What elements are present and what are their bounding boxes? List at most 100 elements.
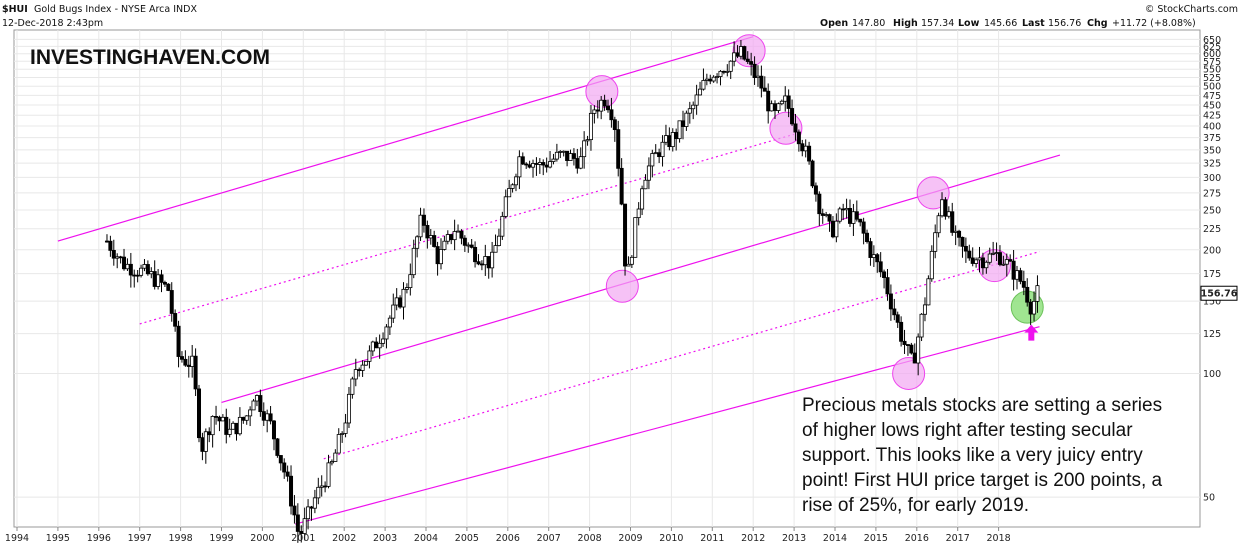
candle-body <box>1028 301 1033 315</box>
x-tick-label: 1995 <box>46 533 70 544</box>
candle-body <box>374 341 379 349</box>
candle-body <box>438 249 443 265</box>
candle-body <box>302 518 307 534</box>
y-tick-label: 250 <box>1203 205 1221 216</box>
candle-body <box>135 274 140 277</box>
candle-body <box>510 184 515 189</box>
candle-body <box>851 211 856 224</box>
candle-body <box>203 431 208 452</box>
candle-body <box>568 153 573 161</box>
y-tick-label: 600 <box>1203 49 1221 60</box>
candle-body <box>847 207 852 224</box>
candle-body <box>1021 280 1026 288</box>
candle-body <box>377 342 382 349</box>
candle-body <box>844 207 849 211</box>
candle-body <box>738 46 743 57</box>
chart-header: $HUI Gold Bugs Index - NYSE Arca INDX 12… <box>2 4 1238 29</box>
candle-body <box>827 214 832 222</box>
candle-body <box>820 213 825 216</box>
candle-body <box>367 350 372 362</box>
candle-body <box>582 140 587 158</box>
candle-body <box>456 230 461 233</box>
candle-body <box>507 188 512 198</box>
candle-body <box>125 263 130 270</box>
candle-body <box>725 70 730 73</box>
candle-body <box>663 135 668 143</box>
x-tick-label: 1996 <box>87 533 111 544</box>
grid-layer <box>14 30 1200 527</box>
ohlc-readout: Open 147.80 High 157.34 Low 145.66 Last … <box>820 18 1196 29</box>
x-tick-label: 2016 <box>905 533 929 544</box>
candle-body <box>698 88 703 96</box>
candle-body <box>278 455 283 464</box>
y-tick-label: 325 <box>1203 159 1221 170</box>
candle-body <box>432 235 437 247</box>
candle-body <box>425 224 430 239</box>
candle-body <box>544 164 549 168</box>
candle-body <box>745 58 750 62</box>
candle-body <box>950 211 955 233</box>
candle-body <box>401 288 406 308</box>
candle-body <box>1008 259 1013 262</box>
candle-body <box>193 355 198 390</box>
candle-body <box>156 274 161 287</box>
markers: 156.76 <box>1024 285 1238 341</box>
x-tick-label: 2010 <box>659 533 683 544</box>
candle-body <box>459 230 464 239</box>
candle-body <box>554 151 559 160</box>
x-tick-label: 1994 <box>5 533 29 544</box>
candle-body <box>762 87 767 92</box>
candle-body <box>667 135 672 148</box>
candle-body <box>381 338 386 344</box>
candle-body <box>984 261 989 269</box>
chg-label: Chg <box>1087 18 1108 29</box>
x-tick-label: 2006 <box>496 533 520 544</box>
candle-body <box>173 313 178 327</box>
annotation-line: support. This looks like a very juicy en… <box>802 445 1143 466</box>
y-tick-label: 650 <box>1203 35 1221 46</box>
candle-body <box>333 452 338 462</box>
candle-body <box>830 220 835 238</box>
candle-body <box>796 131 801 145</box>
credit: © StockCharts.com <box>1145 4 1238 15</box>
y-tick-label: 400 <box>1203 122 1221 133</box>
candle-body <box>479 263 484 266</box>
candle-body <box>336 434 341 454</box>
candle-body <box>953 230 958 233</box>
candle-body <box>152 271 157 287</box>
candle-body <box>214 416 219 418</box>
candle-body <box>231 422 236 430</box>
candle-body <box>680 120 685 127</box>
x-tick-label: 1998 <box>169 533 193 544</box>
candle-body <box>616 129 621 169</box>
candle-body <box>449 234 454 241</box>
y-tick-label: 50 <box>1203 493 1215 504</box>
candle-body <box>139 267 144 276</box>
candle-body <box>404 287 409 290</box>
x-tick-label: 2004 <box>414 533 438 544</box>
candle-body <box>551 158 556 162</box>
candle-body <box>704 78 709 81</box>
candle-body <box>370 341 375 352</box>
candle-body <box>687 108 692 114</box>
candle-body <box>909 344 914 354</box>
high-value: 157.34 <box>921 18 954 29</box>
candle-body <box>885 277 890 295</box>
candle-body <box>912 352 917 364</box>
candle-body <box>868 241 873 258</box>
candle-body <box>295 514 300 532</box>
candle-body <box>496 235 501 246</box>
candle-body <box>769 103 774 112</box>
candle-body <box>715 76 720 78</box>
chg-value: +11.72 (+8.08%) <box>1112 18 1196 29</box>
candle-body <box>790 108 795 125</box>
candle-body <box>391 304 396 319</box>
up-arrow-icon <box>1024 324 1039 341</box>
candle-body <box>220 416 225 422</box>
candle-body <box>445 234 450 242</box>
candle-body <box>285 471 290 477</box>
candle-body <box>905 344 910 346</box>
candle-body <box>960 236 965 247</box>
candle-body <box>987 253 992 263</box>
